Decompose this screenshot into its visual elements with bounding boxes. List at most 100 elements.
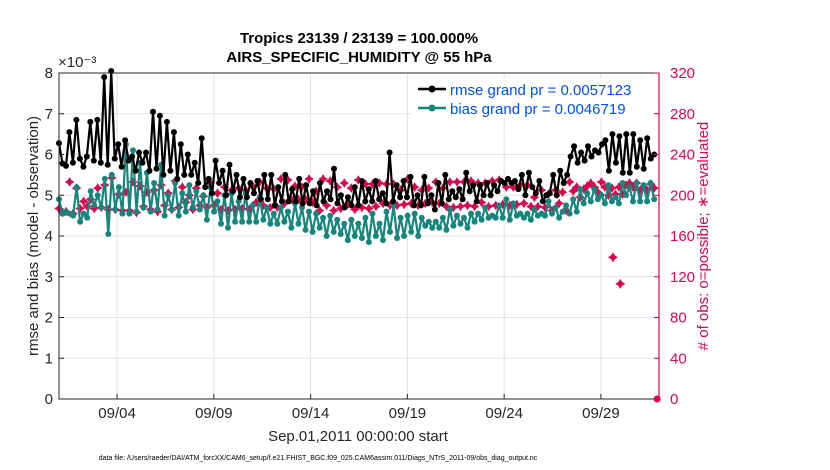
- obs-evaluated-point: [325, 176, 335, 186]
- bias-point: [112, 206, 119, 213]
- rmse-point: [150, 108, 156, 115]
- bias-point: [218, 220, 224, 227]
- obs-evaluated-point: [64, 177, 75, 187]
- obs-evaluated-point: [501, 182, 512, 192]
- bias-point: [246, 218, 253, 225]
- bias-point: [461, 214, 467, 221]
- rmse-point: [376, 196, 383, 203]
- bias-point: [126, 210, 133, 217]
- bias-point: [587, 198, 594, 205]
- rmse-point: [511, 178, 518, 184]
- rmse-point: [296, 175, 303, 182]
- rmse-point: [578, 149, 585, 156]
- bias-point: [496, 202, 503, 209]
- obs-evaluated-point: [575, 192, 585, 203]
- legend: rmse grand pr = 0.0057123 bias grand pr …: [412, 79, 653, 118]
- obs-evaluated-point: [621, 180, 631, 190]
- rmse-point: [348, 202, 355, 209]
- rmse-point: [369, 198, 376, 205]
- bias-point: [182, 208, 189, 215]
- rmse-point: [247, 180, 254, 186]
- rmse-point: [344, 194, 351, 201]
- bias-point: [383, 208, 390, 215]
- rmse-point: [153, 165, 160, 172]
- obs-evaluated-point: [607, 252, 618, 263]
- rmse-point: [362, 198, 369, 205]
- rmse-point: [383, 200, 390, 207]
- obs-evaluated-point: [82, 201, 92, 212]
- rmse-point: [195, 180, 202, 186]
- bias-point: [165, 192, 172, 199]
- obs-evaluated-point: [519, 198, 529, 209]
- obs-evaluated-point: [184, 190, 195, 201]
- rmse-point: [306, 200, 313, 207]
- obs-evaluated-point: [600, 182, 610, 192]
- bias-point: [70, 212, 77, 219]
- rmse-point: [69, 159, 76, 166]
- bias-point: [80, 210, 87, 217]
- bias-point: [619, 180, 626, 186]
- bias-point: [415, 233, 422, 239]
- y-axis-label-right: # of obs: o=possible; ∗=evaluated: [695, 122, 712, 351]
- obs-evaluated-point: [357, 202, 367, 213]
- rmse-point: [261, 171, 268, 178]
- obs-evaluated-point: [561, 205, 571, 216]
- obs-evaluated-point: [265, 202, 276, 213]
- bias-point: [453, 212, 460, 219]
- bias-point: [475, 210, 482, 217]
- rmse-point: [386, 149, 393, 156]
- rmse-point: [400, 178, 407, 184]
- bias-point: [295, 220, 302, 227]
- y-tick-label-right: 200: [670, 187, 695, 204]
- obs-evaluated-point: [360, 179, 371, 189]
- bias-point: [527, 216, 534, 223]
- rmse-point: [184, 151, 191, 158]
- y-tick-label-right: 240: [670, 147, 695, 164]
- bias-point: [115, 184, 122, 191]
- bias-point: [411, 210, 418, 217]
- obs-evaluated-point: [487, 176, 497, 186]
- legend-bias-label: bias grand pr = 0.0046719: [450, 101, 626, 118]
- bias-point: [313, 210, 320, 217]
- obs-evaluated-point: [244, 204, 254, 215]
- rmse-point: [480, 192, 487, 199]
- y-tick-label-right: 80: [670, 310, 687, 327]
- obs-evaluated-point: [526, 201, 536, 212]
- bias-point: [647, 180, 654, 186]
- rmse-point: [129, 153, 136, 160]
- footer-data-file: data file: /Users/raeder/DAI/ATM_forcXX/…: [99, 455, 538, 462]
- obs-evaluated-point: [582, 181, 592, 191]
- obs-evaluated-point: [593, 187, 603, 197]
- y-tick-label-left: 3: [45, 269, 53, 286]
- bias-point: [566, 210, 573, 217]
- rmse-point: [372, 178, 379, 184]
- rmse-point: [602, 137, 609, 144]
- rmse-point: [365, 186, 372, 193]
- bias-point: [573, 208, 580, 215]
- rmse-point: [470, 182, 477, 189]
- obs-evaluated-point: [490, 200, 501, 211]
- obs-evaluated-point: [216, 204, 226, 215]
- rmse-point: [226, 161, 233, 168]
- obs-evaluated-point: [286, 194, 297, 205]
- obs-evaluated-point: [272, 202, 283, 213]
- y-tick-label-right: 0: [670, 391, 678, 408]
- y-tick-label-right: 280: [670, 106, 695, 123]
- obs-evaluated-point: [564, 177, 575, 187]
- rmse-point: [407, 173, 414, 180]
- bias-point: [214, 198, 221, 205]
- rmse-point: [452, 194, 459, 201]
- obs-evaluated-point: [617, 189, 628, 199]
- bias-point: [633, 180, 640, 186]
- bias-point: [418, 214, 425, 221]
- obs-evaluated-point: [628, 182, 638, 192]
- obs-evaluated-point: [321, 200, 332, 211]
- rmse-point: [456, 186, 463, 193]
- bias-point: [584, 190, 591, 197]
- obs-evaluated-point: [476, 197, 487, 208]
- rmse-point: [550, 171, 557, 178]
- obs-evaluated-point: [103, 204, 114, 215]
- bias-point: [492, 214, 499, 221]
- rmse-point: [136, 149, 143, 156]
- rmse-point: [466, 188, 473, 195]
